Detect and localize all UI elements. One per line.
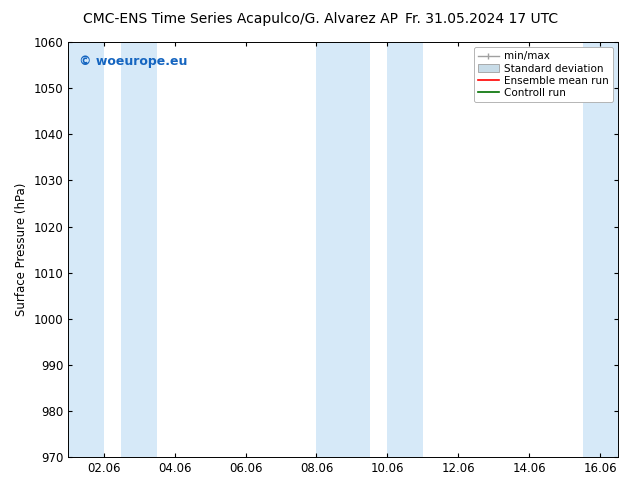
Bar xyxy=(68,42,103,457)
Y-axis label: Surface Pressure (hPa): Surface Pressure (hPa) xyxy=(15,183,28,316)
Bar xyxy=(316,42,370,457)
Text: CMC-ENS Time Series Acapulco/G. Alvarez AP: CMC-ENS Time Series Acapulco/G. Alvarez … xyxy=(84,12,398,26)
Text: © woeurope.eu: © woeurope.eu xyxy=(79,54,188,68)
Bar xyxy=(387,42,423,457)
Bar xyxy=(121,42,157,457)
Legend: min/max, Standard deviation, Ensemble mean run, Controll run: min/max, Standard deviation, Ensemble me… xyxy=(474,47,613,102)
Text: Fr. 31.05.2024 17 UTC: Fr. 31.05.2024 17 UTC xyxy=(405,12,559,26)
Bar xyxy=(583,42,618,457)
